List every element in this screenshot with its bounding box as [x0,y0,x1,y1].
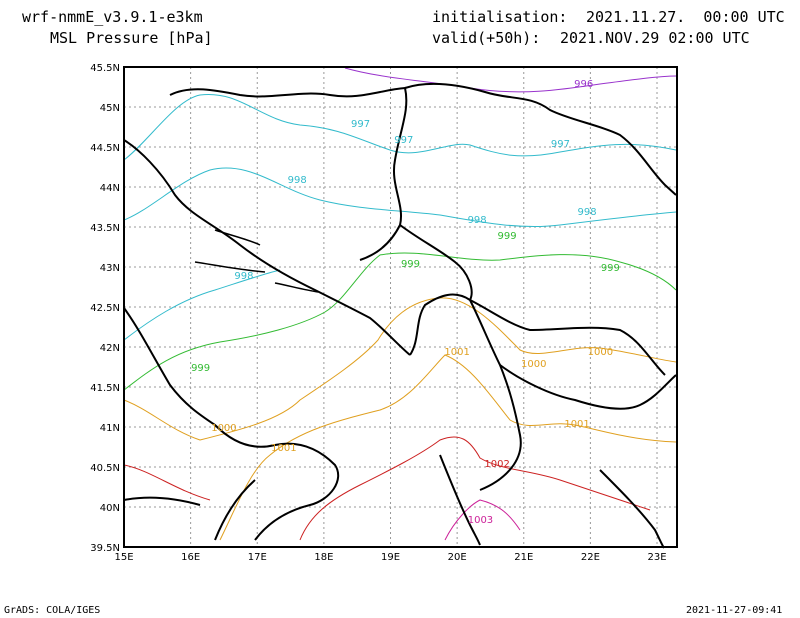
contour-label: 1000 [521,359,546,370]
contour-label: 1001 [271,443,296,454]
aegean-coast [599,469,665,549]
field-title: MSL Pressure [hPa] [50,29,213,47]
isobar-1000 [123,297,677,441]
contour-label: 998 [288,175,307,186]
contour-label: 999 [191,363,210,374]
contour-label: 999 [401,259,420,270]
x-tick-label: 19E [381,552,400,563]
balkan-border [169,86,408,261]
islands [194,229,319,293]
contour-label: 1001 [444,347,469,358]
y-tick-label: 43.5N [90,223,120,234]
init-value: 2021.11.27. 00:00 UTC [586,8,785,26]
x-tick-label: 15E [114,552,133,563]
y-tick-label: 45N [100,103,120,114]
contour-label: 997 [351,119,370,130]
contour-label: 1001 [564,419,589,430]
y-tick-label: 41.5N [90,383,120,394]
x-tick-label: 22E [581,552,600,563]
contour-labels: 996 997 997 997 998 998 998 998 999 999 999 999 1000… [191,79,620,526]
contour-label: 997 [394,135,413,146]
y-tick-label: 44N [100,183,120,194]
valid-value: 2021.NOV.29 02:00 UTC [560,29,750,47]
greece-coast [439,454,481,546]
kosovo-border [399,224,473,301]
contour-label: 998 [468,215,487,226]
y-tick-label: 42N [100,343,120,354]
valid-label: valid(+50h): [432,29,541,47]
x-tick-label: 17E [248,552,267,563]
italy-coast [123,307,340,541]
y-tick-label: 40.5N [90,463,120,474]
x-tick-labels: 15E 16E 17E 18E 19E 20E 21E 22E 23E [114,552,666,563]
y-tick-label: 40N [100,503,120,514]
isobar-1001 [219,354,677,541]
island-1 [214,229,261,246]
y-tick-label: 45.5N [90,63,120,74]
contour-label: 998 [234,271,253,282]
grads-credit: GrADS: COLA/IGES [4,605,101,616]
contour-label: 1000 [588,347,613,358]
contour-label: 996 [574,79,593,90]
albania-border [409,293,522,491]
init-label: initialisation: [432,8,568,26]
y-tick-label: 43N [100,263,120,274]
map-frame [123,66,678,548]
serbia-border [404,82,677,196]
contour-label: 1000 [211,423,236,434]
contour-label: 1002 [484,459,509,470]
x-tick-label: 21E [514,552,533,563]
contour-label: 999 [601,263,620,274]
island-2 [194,261,266,273]
y-tick-labels: 45.5N 45N 44.5N 44N 43.5N 43N 42.5N 42N 41.5N 41N… [90,63,120,554]
isobar-999 [123,252,677,391]
isobar-997 [123,93,677,161]
contour-label: 998 [578,207,597,218]
x-tick-label: 16E [181,552,200,563]
x-tick-label: 20E [448,552,467,563]
croatia-coast [123,139,411,356]
isobar-996 [344,67,677,93]
island-3 [274,282,319,293]
isobars [123,67,677,541]
contour-label: 997 [551,139,570,150]
isobar-998-south [123,269,281,341]
isobar-998-north [123,167,677,228]
isobar-1003 [444,499,521,541]
coastlines-borders [123,82,677,549]
contour-label: 1003 [468,515,493,526]
y-tick-label: 42.5N [90,303,120,314]
y-tick-label: 41N [100,423,120,434]
italy-heel [214,479,256,541]
contour-label: 999 [498,231,517,242]
gulf-taranto [123,496,201,506]
render-timestamp: 2021-11-27-09:41 [686,605,783,616]
y-tick-label: 39.5N [90,543,120,554]
isobar-1002 [123,436,651,541]
y-tick-label: 44.5N [90,143,120,154]
macedonia-border [469,299,666,376]
model-title: wrf-nmmE_v3.9.1-e3km [22,8,203,26]
x-tick-label: 23E [647,552,666,563]
x-tick-label: 18E [314,552,333,563]
greece-border [499,364,677,410]
